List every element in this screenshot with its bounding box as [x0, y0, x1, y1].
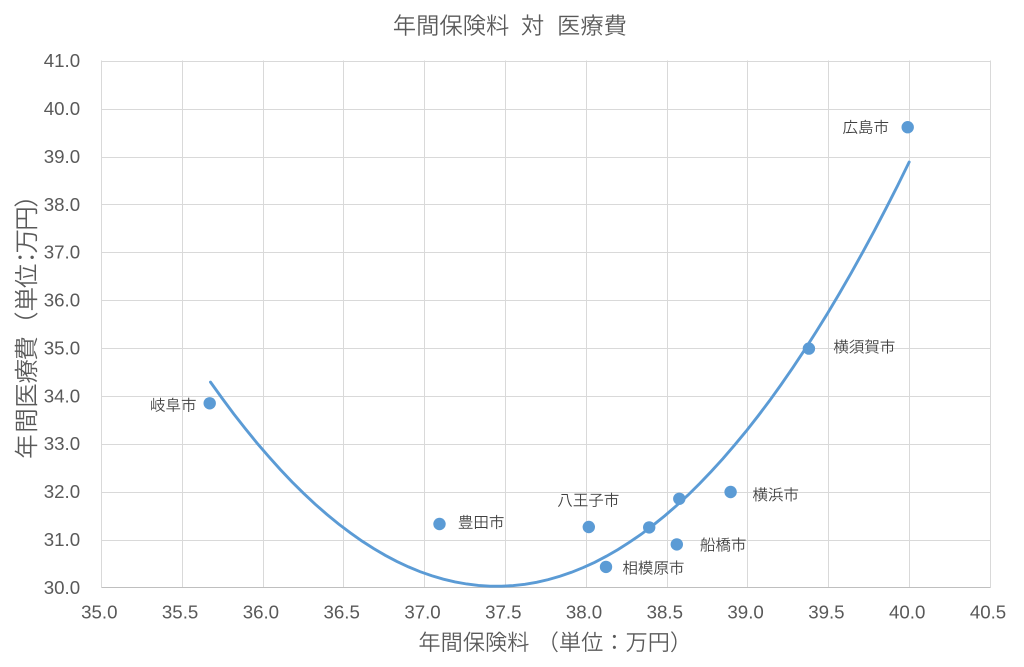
svg-text:37.0: 37.0	[44, 242, 80, 263]
svg-text:39.5: 39.5	[808, 602, 844, 623]
svg-text:36.5: 36.5	[324, 602, 360, 623]
svg-text:38.0: 38.0	[566, 602, 602, 623]
svg-text:39.0: 39.0	[44, 146, 80, 167]
svg-text:36.0: 36.0	[44, 290, 80, 311]
svg-text:40.5: 40.5	[970, 602, 1006, 623]
svg-text:33.0: 33.0	[44, 433, 80, 454]
svg-text:40.0: 40.0	[889, 602, 925, 623]
svg-text:30.0: 30.0	[44, 577, 80, 598]
svg-text:35.0: 35.0	[81, 602, 117, 623]
svg-text:32.0: 32.0	[44, 481, 80, 502]
svg-text:37.0: 37.0	[404, 602, 440, 623]
svg-text:38.0: 38.0	[44, 194, 80, 215]
svg-text:35.0: 35.0	[44, 338, 80, 359]
svg-text:38.5: 38.5	[647, 602, 683, 623]
svg-text:34.0: 34.0	[44, 385, 80, 406]
svg-text:41.0: 41.0	[44, 50, 80, 71]
svg-text:39.0: 39.0	[727, 602, 763, 623]
svg-text:40.0: 40.0	[44, 98, 80, 119]
svg-text:36.0: 36.0	[243, 602, 279, 623]
svg-text:37.5: 37.5	[485, 602, 521, 623]
svg-text:35.5: 35.5	[162, 602, 198, 623]
svg-text:31.0: 31.0	[44, 529, 80, 550]
